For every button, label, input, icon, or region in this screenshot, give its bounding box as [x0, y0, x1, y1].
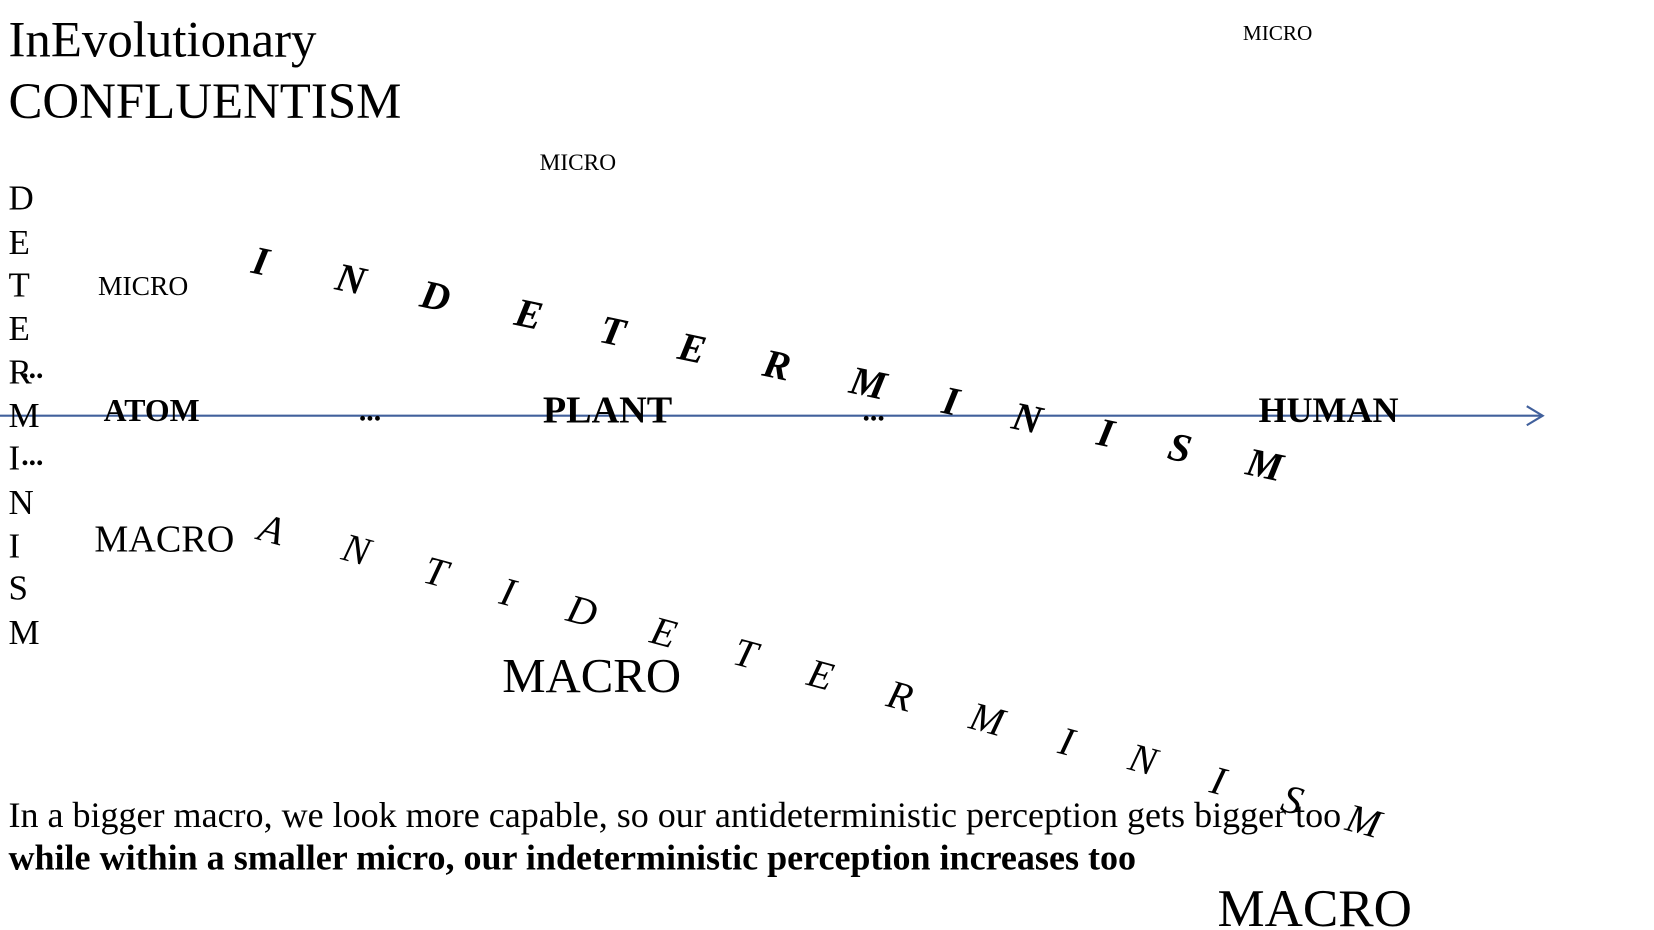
vertical-letter: D [8, 179, 33, 218]
macro-label: MACRO [94, 519, 234, 561]
title-line: CONFLUENTISM [8, 74, 401, 130]
antideterminism-letter: T [729, 629, 765, 679]
indeterminism-letter: E [510, 289, 547, 339]
axis-arrow [1526, 405, 1545, 427]
antideterminism-letter: I [1053, 718, 1080, 766]
indeterminism-letter: D [416, 271, 455, 321]
micro-label: MICRO [98, 270, 188, 301]
vertical-letter: E [8, 223, 29, 262]
antideterminism-letter: D [561, 585, 602, 636]
axis-label: HUMAN [1258, 390, 1398, 430]
indeterminism-letter: E [673, 323, 710, 373]
vertical-letter: E [8, 309, 29, 348]
macro-label: MACRO [1218, 880, 1412, 930]
antideterminism-letter: R [882, 671, 918, 721]
indeterminism-letter: N [331, 254, 372, 305]
vertical-letter: S [8, 569, 27, 608]
vertical-letter: M [8, 613, 39, 652]
vertical-letter: T [8, 265, 29, 304]
indeterminism-letter: R [758, 340, 795, 390]
vertical-letter: M [8, 396, 39, 435]
vertical-letter: I [8, 526, 20, 565]
vertical-letter: R [8, 352, 32, 391]
antideterminism-letter: I [495, 568, 522, 616]
axis-label: PLANT [543, 389, 672, 431]
vertical-letter: N [8, 483, 33, 522]
antideterminism-letter: T [419, 547, 455, 597]
axis-label: ... [863, 395, 885, 427]
indeterminism-letter: S [1164, 423, 1195, 472]
side-dots: ... [21, 353, 43, 385]
indeterminism-letter: I [247, 237, 274, 285]
antideterminism-letter: E [802, 649, 838, 699]
axis-label: ... [359, 395, 381, 427]
indeterminism-letter: I [938, 377, 965, 425]
side-dots: ... [21, 440, 43, 472]
antideterminism-letter: N [1123, 734, 1164, 785]
macro-label: MACRO [502, 649, 681, 703]
footer-line: In a bigger macro, we look more capable,… [8, 795, 1341, 835]
antideterminism-letter: M [964, 693, 1011, 746]
vertical-letter: I [8, 438, 20, 477]
title-line: InEvolutionary [8, 12, 317, 68]
indeterminism-letter: T [596, 306, 631, 355]
axis-label: ATOM [104, 393, 200, 428]
micro-label: MICRO [540, 150, 616, 176]
antideterminism-letter: M [1341, 795, 1388, 848]
footer-line: while within a smaller micro, our indete… [8, 837, 1136, 877]
indeterminism-letter: M [1242, 439, 1289, 491]
micro-label: MICRO [1243, 21, 1312, 45]
antideterminism-letter: N [337, 524, 378, 575]
antideterminism-letter: A [251, 504, 290, 555]
indeterminism-letter: N [1007, 393, 1048, 444]
